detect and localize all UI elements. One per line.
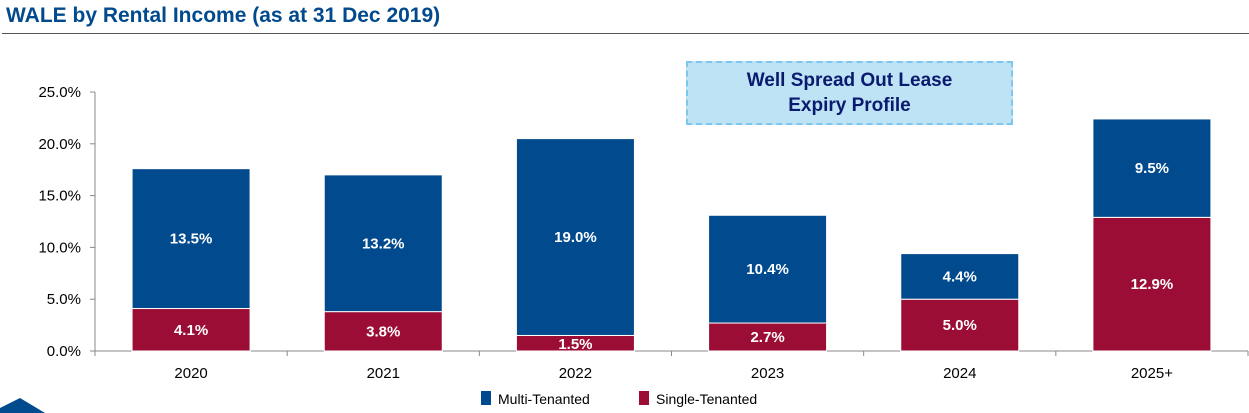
data-label: 10.4% — [746, 261, 789, 278]
data-label: 13.5% — [170, 231, 213, 248]
x-tick-label: 2024 — [943, 365, 976, 382]
y-tick-label: 25.0% — [38, 84, 81, 101]
data-label: 19.0% — [554, 229, 597, 246]
data-label: 2.7% — [750, 329, 784, 346]
y-tick-label: 0.0% — [47, 343, 81, 360]
chart-title: WALE by Rental Income (as at 31 Dec 2019… — [6, 4, 441, 27]
y-tick-label: 5.0% — [47, 291, 81, 308]
x-tick-label: 2022 — [559, 365, 592, 382]
y-tick-label: 10.0% — [38, 239, 81, 256]
data-label: 4.4% — [943, 268, 977, 285]
bar-multi-tenanted — [323, 174, 443, 313]
x-tick-label: 2021 — [367, 365, 400, 382]
bar-single-tenanted — [131, 308, 251, 352]
legend-label: Single-Tenanted — [656, 391, 757, 407]
bar-single-tenanted — [1092, 216, 1212, 352]
bar-single-tenanted — [323, 311, 443, 352]
y-tick-label: 15.0% — [38, 188, 81, 205]
bar-multi-tenanted — [708, 214, 828, 324]
title-divider — [2, 33, 1249, 34]
legend-label: Multi-Tenanted — [498, 391, 590, 407]
legend-swatch — [481, 391, 491, 405]
logo-icon — [0, 398, 45, 413]
callout-line-1: Well Spread Out Lease — [746, 70, 953, 91]
data-label: 9.5% — [1135, 160, 1169, 177]
callout-box: Well Spread Out Lease Expiry Profile — [686, 61, 1013, 125]
y-tick-label: 20.0% — [38, 136, 81, 153]
data-label: 4.1% — [174, 322, 208, 339]
legend-swatch — [639, 391, 649, 405]
data-label: 5.0% — [943, 317, 977, 334]
data-label: 1.5% — [558, 336, 592, 353]
callout-line-2: Expiry Profile — [788, 95, 911, 116]
bar-multi-tenanted — [900, 253, 1020, 300]
data-label: 12.9% — [1131, 276, 1174, 293]
x-tick-label: 2023 — [751, 365, 784, 382]
data-label: 13.2% — [362, 235, 405, 252]
bar-multi-tenanted — [1092, 118, 1212, 218]
bar-multi-tenanted — [131, 168, 251, 310]
bar-single-tenanted — [708, 322, 828, 352]
bar-single-tenanted — [900, 298, 1020, 352]
x-tick-label: 2020 — [174, 365, 207, 382]
x-tick-label: 2025+ — [1131, 365, 1173, 382]
bar-multi-tenanted — [515, 138, 635, 336]
data-label: 3.8% — [366, 323, 400, 340]
